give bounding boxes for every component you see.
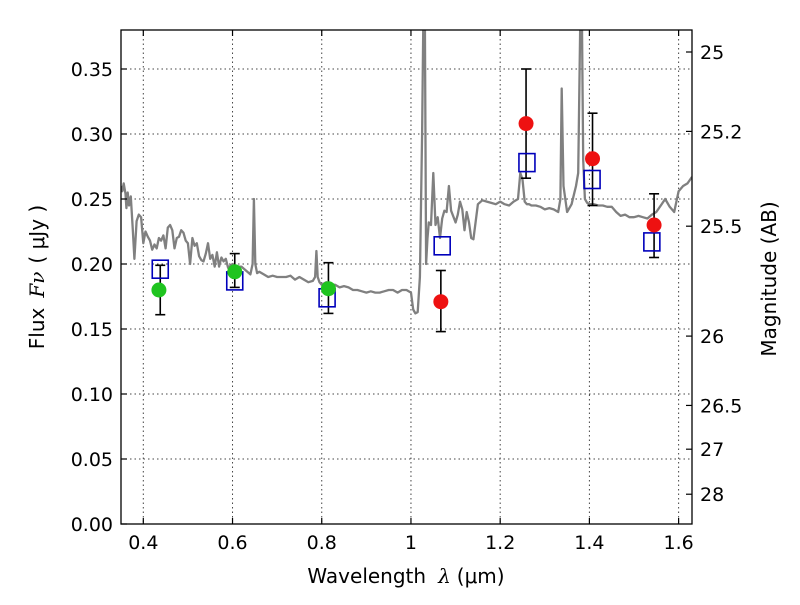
mag-tick-label: 26	[700, 326, 724, 348]
mag-tick-label: 26.5	[700, 395, 742, 417]
y-tick-label: 0.00	[71, 514, 113, 536]
mag-tick-label: 28	[700, 484, 724, 506]
x-tick-label: 1	[405, 532, 417, 554]
mag-tick-label: 25	[700, 42, 724, 64]
y-tick-label: 0.15	[71, 319, 113, 341]
model-photometry-square	[583, 169, 601, 190]
model-spectrum-line	[121, 30, 692, 315]
red-data-point	[646, 217, 662, 233]
y-tick-label: 0.20	[71, 254, 113, 276]
model-photometry-square	[151, 259, 170, 280]
y-axis-title: FluxFν( μJy )	[25, 205, 49, 349]
green-data-point	[227, 264, 243, 280]
model-photometry-square	[433, 236, 451, 256]
grid	[121, 30, 692, 524]
model-photometry-square	[643, 232, 661, 252]
x-tick-label: 0.4	[128, 532, 158, 554]
mag-tick-label: 27	[700, 439, 724, 461]
model-photometry-square	[518, 152, 536, 173]
plot-frame	[120, 29, 693, 525]
red-data-point	[518, 116, 534, 132]
y-tick-label: 0.35	[71, 59, 113, 81]
tick-layer: 0.4 0.6 0.8 1 1.2 1.4 1.6 0.00 0.05 0.10 0.15 0.20 0…	[71, 30, 742, 554]
green-data-point	[320, 281, 336, 297]
green-data-point	[151, 282, 167, 298]
x-axis-title: Wavelength λ (μm)	[307, 564, 504, 588]
x-tick-label: 1.2	[485, 532, 515, 554]
y-tick-label: 0.10	[71, 384, 113, 406]
y-tick-label: 0.05	[71, 449, 113, 471]
y-tick-label: 0.30	[71, 124, 113, 146]
x-tick-label: 0.8	[307, 532, 337, 554]
mag-tick-label: 25.5	[700, 216, 742, 238]
red-data-point	[585, 151, 601, 167]
plot-area	[121, 30, 692, 524]
model-spectrum-layer	[121, 30, 692, 315]
y2-axis-title: Magnitude (AB)	[757, 201, 781, 356]
x-tick-label: 1.6	[664, 532, 694, 554]
x-tick-label: 1.4	[574, 532, 604, 554]
mag-tick-label: 25.2	[700, 121, 742, 143]
red-data-point	[433, 294, 449, 310]
point-layer	[151, 116, 662, 310]
x-tick-label: 0.6	[217, 532, 247, 554]
y-tick-label: 0.25	[71, 189, 113, 211]
